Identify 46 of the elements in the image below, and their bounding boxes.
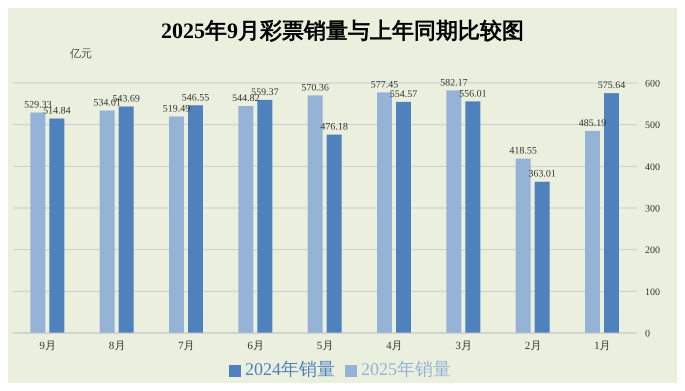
x-tick-label: 7月 (178, 340, 195, 352)
x-tick-label: 4月 (386, 340, 403, 352)
y-tick-label: 500 (645, 120, 660, 132)
x-tick-label: 2月 (524, 340, 542, 352)
x-tick-label: 6月 (247, 340, 264, 352)
bar (446, 90, 462, 333)
data-label: 546.55 (182, 92, 210, 104)
bar (377, 92, 392, 333)
data-label: 476.18 (320, 122, 348, 133)
bar (238, 106, 254, 333)
bar (100, 110, 115, 333)
x-tick-label: 3月 (455, 340, 472, 352)
bar (396, 102, 411, 333)
bar (118, 106, 134, 333)
legend-label: 2025年销量 (361, 359, 451, 379)
bar (257, 100, 272, 333)
bar (585, 130, 600, 333)
bar (534, 182, 550, 333)
bar (326, 134, 342, 333)
data-label: 575.64 (598, 80, 626, 92)
bar (169, 116, 184, 333)
y-tick-label: 100 (645, 286, 660, 298)
legend-label: 2024年销量 (245, 359, 335, 379)
data-label: 577.45 (370, 79, 398, 90)
y-tick-label: 400 (645, 162, 660, 173)
x-tick-label: 1月 (594, 340, 611, 352)
data-label: 582.17 (440, 77, 468, 88)
bar (49, 118, 64, 333)
y-tick-label: 0 (645, 328, 650, 340)
data-label: 418.55 (509, 146, 537, 157)
x-tick-label: 5月 (316, 340, 334, 352)
y-tick-label: 600 (645, 78, 660, 90)
bar (465, 101, 480, 333)
data-label: 554.57 (390, 88, 418, 100)
x-tick-label: 8月 (108, 340, 126, 352)
bar (188, 105, 203, 333)
data-label: 363.01 (528, 168, 556, 180)
chart-title: 2025年9月彩票销量与上年同期比较图 (160, 17, 525, 45)
bar (604, 93, 619, 333)
x-tick-label: 9月 (39, 340, 56, 352)
data-label: 570.36 (301, 82, 329, 94)
data-label: 556.01 (459, 88, 487, 100)
y-tick-label: 300 (645, 204, 660, 215)
y-tick-label: 200 (645, 245, 660, 256)
y-axis-title: 亿元 (70, 47, 92, 61)
bar (30, 112, 46, 333)
